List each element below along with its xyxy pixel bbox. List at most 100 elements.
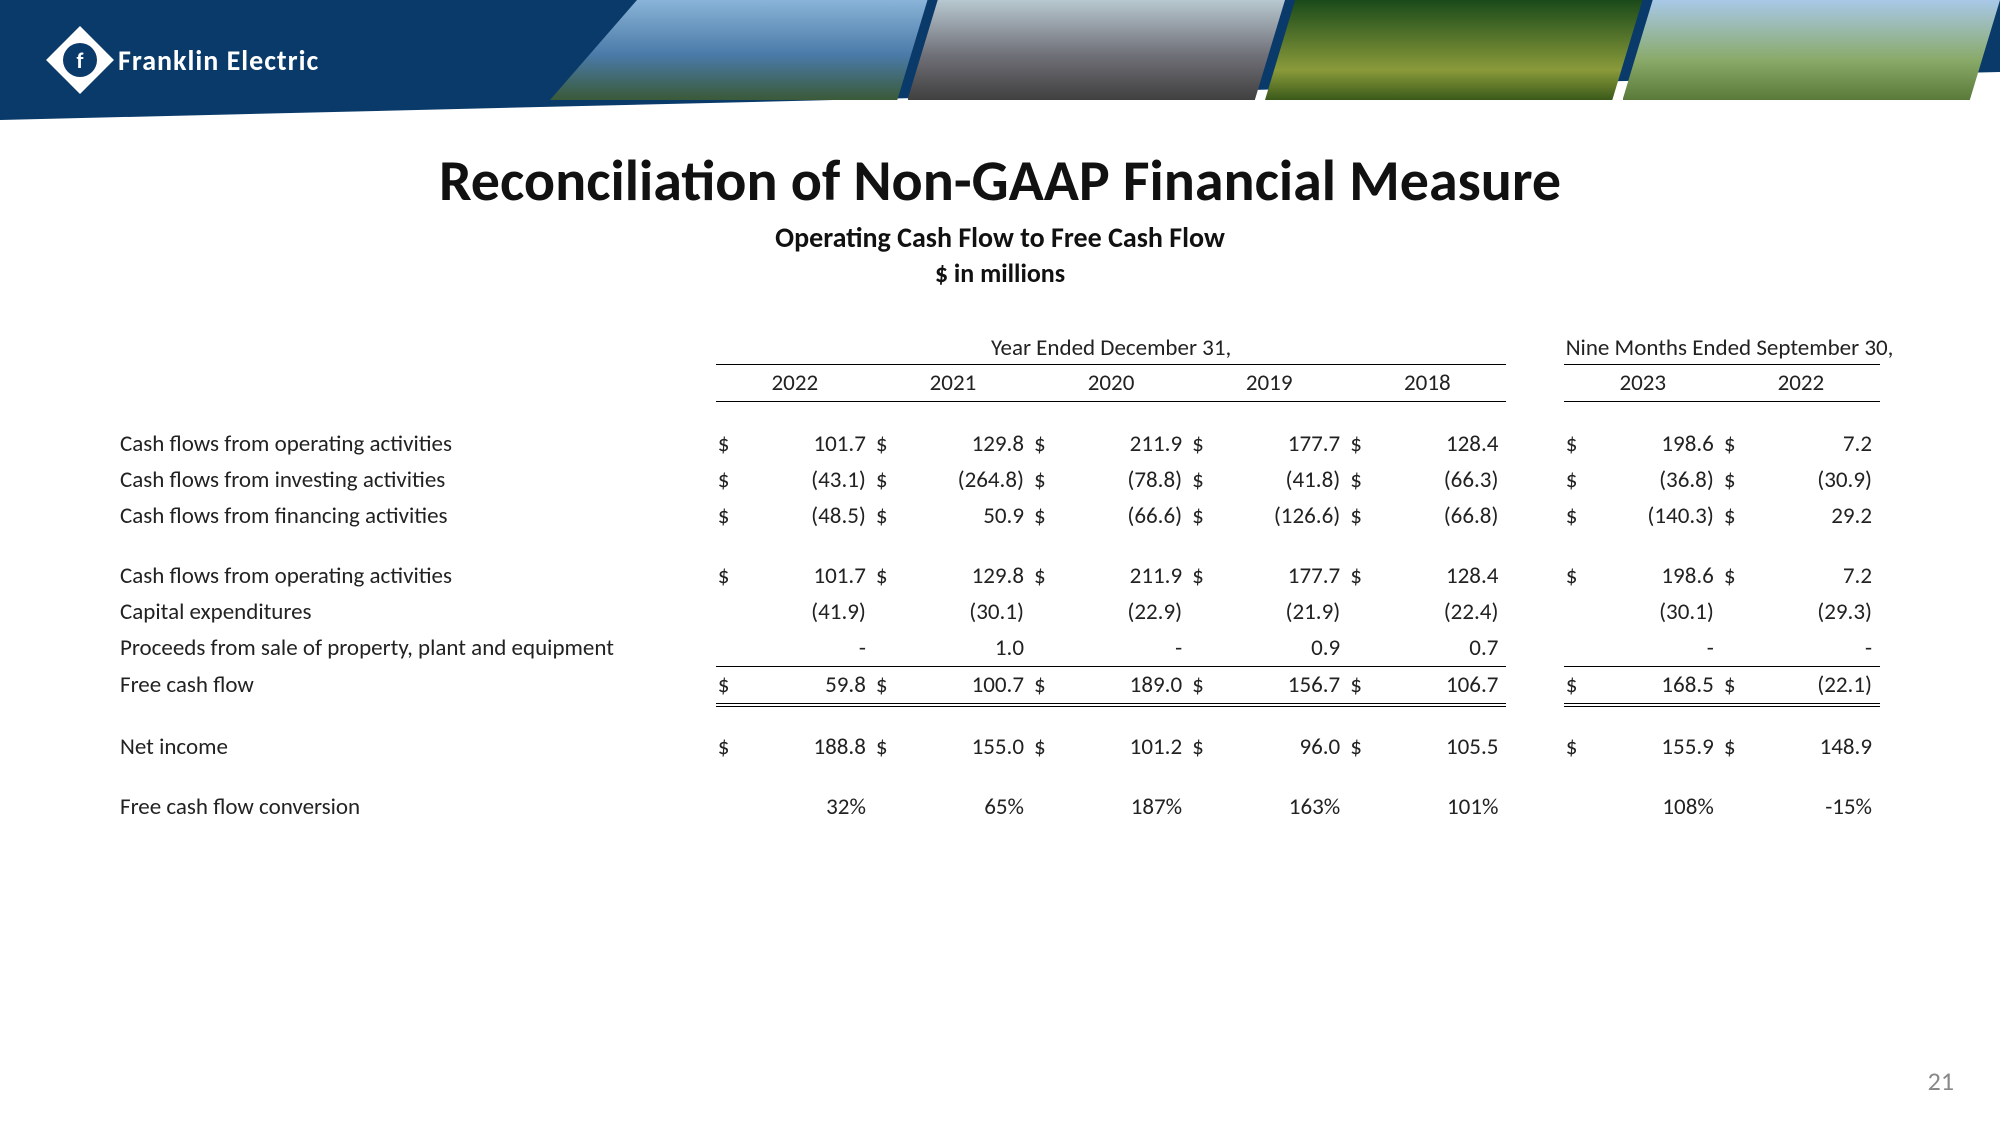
- cell: [1032, 789, 1064, 825]
- cell: -: [1754, 630, 1880, 667]
- cell: [1506, 729, 1563, 765]
- cell: $: [874, 498, 906, 534]
- cell: [1348, 594, 1380, 630]
- cell: 101.7: [748, 426, 874, 462]
- year-header: 2019: [1190, 365, 1348, 402]
- cell: 32%: [748, 789, 874, 825]
- cell: 0.9: [1222, 630, 1348, 667]
- cell: [874, 789, 906, 825]
- cell: (78.8): [1064, 462, 1190, 498]
- cell: (126.6): [1222, 498, 1348, 534]
- page-units: $ in millions: [0, 257, 2000, 289]
- cell: 101.7: [748, 558, 874, 594]
- cell: [1506, 630, 1563, 667]
- cell: 177.7: [1222, 558, 1348, 594]
- table-row: Free cash flow$59.8$100.7$189.0$156.7$10…: [120, 666, 1880, 705]
- cell: 101%: [1380, 789, 1506, 825]
- row-label: Cash flows from operating activities: [120, 426, 716, 462]
- cell: (41.8): [1222, 462, 1348, 498]
- cell: 189.0: [1064, 666, 1190, 705]
- cell: 101.2: [1064, 729, 1190, 765]
- cell: 106.7: [1380, 666, 1506, 705]
- cell: $: [1032, 729, 1064, 765]
- cell: 7.2: [1754, 558, 1880, 594]
- cell: 65%: [906, 789, 1032, 825]
- cell: [1032, 594, 1064, 630]
- cell: $: [716, 729, 748, 765]
- year-header-row: 2022202120202019201820232022: [120, 365, 1880, 402]
- cell: 108%: [1596, 789, 1722, 825]
- row-label: Capital expenditures: [120, 594, 716, 630]
- cell: 129.8: [906, 558, 1032, 594]
- year-header: 2022: [716, 365, 874, 402]
- cell: $: [874, 558, 906, 594]
- cell: 1.0: [906, 630, 1032, 667]
- cell: [1506, 426, 1563, 462]
- cell: $: [1564, 729, 1596, 765]
- year-header: 2021: [874, 365, 1032, 402]
- cell: $: [716, 666, 748, 705]
- cell: $: [1722, 558, 1754, 594]
- header-photo: [908, 0, 1286, 100]
- cell: 211.9: [1064, 558, 1190, 594]
- cell: [1564, 594, 1596, 630]
- cell: $: [1348, 462, 1380, 498]
- cell: [1190, 630, 1222, 667]
- table-row: Cash flows from financing activities$(48…: [120, 498, 1880, 534]
- cell: $: [874, 666, 906, 705]
- cell: (36.8): [1596, 462, 1722, 498]
- cell: $: [1190, 426, 1222, 462]
- row-label: Cash flows from operating activities: [120, 558, 716, 594]
- cell: 198.6: [1596, 426, 1722, 462]
- cell: (140.3): [1596, 498, 1722, 534]
- cell: $: [1564, 498, 1596, 534]
- year-header: 2020: [1032, 365, 1190, 402]
- table-row: Net income$188.8$155.0$101.2$96.0$105.5$…: [120, 729, 1880, 765]
- cell: [1506, 789, 1563, 825]
- cell: 59.8: [748, 666, 874, 705]
- cell: (30.1): [906, 594, 1032, 630]
- cell: $: [1190, 729, 1222, 765]
- cell: $: [874, 729, 906, 765]
- cell: $: [874, 462, 906, 498]
- cell: 155.0: [906, 729, 1032, 765]
- row-label: Cash flows from investing activities: [120, 462, 716, 498]
- cell: (22.9): [1064, 594, 1190, 630]
- cell: $: [1190, 666, 1222, 705]
- cell: $: [716, 462, 748, 498]
- company-name: Franklin Electric: [118, 43, 319, 78]
- header-photo: [1265, 0, 1643, 100]
- table-row: Free cash flow conversion32%65%187%163%1…: [120, 789, 1880, 825]
- cell: [1506, 594, 1563, 630]
- cell: [1564, 789, 1596, 825]
- cell: $: [1348, 498, 1380, 534]
- cell: (48.5): [748, 498, 874, 534]
- cell: [1348, 789, 1380, 825]
- cell: 211.9: [1064, 426, 1190, 462]
- cell: 163%: [1222, 789, 1348, 825]
- cell: -15%: [1754, 789, 1880, 825]
- cell: [874, 630, 906, 667]
- header-photo-strip: [550, 0, 2000, 100]
- logo-mark-icon: f: [63, 43, 97, 77]
- row-label: Cash flows from financing activities: [120, 498, 716, 534]
- group-header-annual: Year Ended December 31,: [716, 330, 1507, 365]
- cell: $: [1190, 498, 1222, 534]
- cell: [1032, 630, 1064, 667]
- cell: -: [1596, 630, 1722, 667]
- cell: $: [1722, 498, 1754, 534]
- title-block: Reconciliation of Non-GAAP Financial Mea…: [0, 145, 2000, 289]
- group-header-row: Year Ended December 31, Nine Months Ende…: [120, 330, 1880, 365]
- cell: Free cash flow conversion: [120, 789, 716, 825]
- cell: 105.5: [1380, 729, 1506, 765]
- cell: [716, 789, 748, 825]
- cell: $: [1348, 426, 1380, 462]
- cell: (22.4): [1380, 594, 1506, 630]
- cell: 7.2: [1754, 426, 1880, 462]
- cell: -: [1064, 630, 1190, 667]
- cell: [1190, 594, 1222, 630]
- cell: $: [1032, 558, 1064, 594]
- cell: $: [1348, 666, 1380, 705]
- cell: 188.8: [748, 729, 874, 765]
- cell: (66.8): [1380, 498, 1506, 534]
